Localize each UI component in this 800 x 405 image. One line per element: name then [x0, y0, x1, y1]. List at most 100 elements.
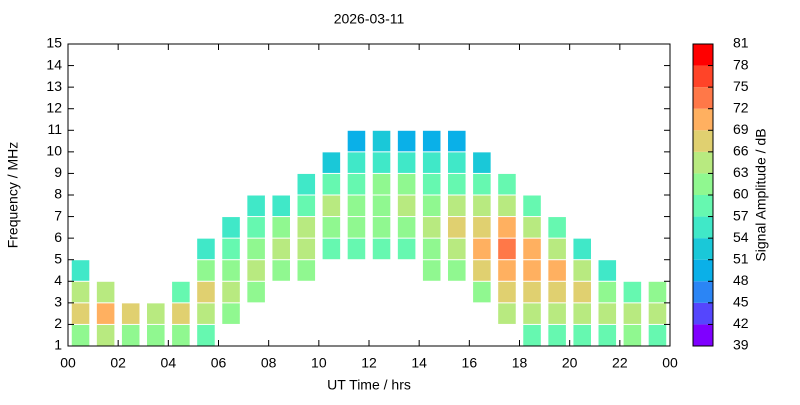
- y-tick-label: 2: [54, 315, 62, 331]
- colorbar-band: [693, 151, 713, 174]
- cell: [222, 217, 240, 238]
- cell: [172, 281, 190, 303]
- colorbar-band: [693, 324, 713, 346]
- colorbar-label: Signal Amplitude / dB: [753, 128, 769, 261]
- x-tick-label: 20: [562, 355, 578, 371]
- cell: [473, 195, 491, 217]
- cell: [172, 324, 190, 346]
- y-tick-label: 10: [46, 143, 62, 159]
- cell: [347, 173, 366, 195]
- cell: [422, 152, 441, 173]
- cell: [573, 281, 591, 303]
- cell: [272, 260, 290, 281]
- x-tick-label: 18: [512, 355, 528, 371]
- cell: [548, 303, 566, 324]
- colorbar-band: [693, 87, 713, 109]
- cell: [448, 195, 466, 217]
- y-tick-label: 5: [54, 250, 62, 266]
- cell: [648, 324, 667, 346]
- cell: [397, 195, 416, 217]
- cell: [422, 260, 441, 281]
- colorbar-tick-label: 45: [733, 294, 749, 310]
- cell: [548, 238, 566, 260]
- y-tick-label: 6: [54, 229, 62, 245]
- x-tick-label: 22: [612, 355, 628, 371]
- x-tick-label: 00: [662, 355, 678, 371]
- chart-title: 2026-03-11: [334, 11, 405, 27]
- cell: [448, 173, 466, 195]
- cell: [197, 324, 215, 346]
- cell: [523, 238, 541, 260]
- cell: [498, 217, 516, 238]
- colorbar-tick-label: 57: [733, 207, 749, 223]
- colorbar-tick-label: 48: [733, 272, 749, 288]
- cell: [222, 260, 240, 281]
- cell: [96, 324, 115, 346]
- cell: [573, 260, 591, 281]
- x-tick-label: 00: [60, 355, 76, 371]
- cell: [598, 260, 617, 281]
- y-tick-label: 12: [46, 99, 62, 115]
- cell: [297, 238, 316, 260]
- cell: [297, 195, 316, 217]
- cell: [397, 152, 416, 173]
- cell: [397, 217, 416, 238]
- cell: [498, 195, 516, 217]
- cell: [473, 238, 491, 260]
- x-tick-label: 10: [311, 355, 327, 371]
- colorbar-tick-label: 75: [733, 78, 749, 94]
- colorbar-tick-label: 54: [733, 229, 749, 245]
- colorbar-band: [693, 195, 713, 217]
- cell: [598, 324, 617, 346]
- cell: [498, 260, 516, 281]
- cell: [397, 173, 416, 195]
- cell: [573, 238, 591, 260]
- cell: [498, 173, 516, 195]
- cell: [372, 130, 391, 152]
- cell: [422, 217, 441, 238]
- y-axis-label: Frequency / MHz: [5, 142, 21, 249]
- cell: [448, 130, 466, 152]
- cell: [347, 238, 366, 260]
- colorbar-tick-label: 60: [733, 186, 749, 202]
- cell: [598, 281, 617, 303]
- cell: [222, 238, 240, 260]
- cell: [147, 324, 165, 346]
- cell: [548, 324, 566, 346]
- cell: [222, 281, 240, 303]
- cell: [247, 217, 265, 238]
- y-tick-label: 14: [46, 56, 62, 72]
- cell: [71, 281, 90, 303]
- colorbar-tick-label: 69: [733, 121, 749, 137]
- colorbar-tick-label: 42: [733, 315, 749, 331]
- cell: [448, 217, 466, 238]
- cell: [71, 260, 90, 281]
- colorbar-band: [693, 173, 713, 195]
- cell: [197, 281, 215, 303]
- cell: [623, 281, 642, 303]
- cell: [498, 238, 516, 260]
- cell: [473, 281, 491, 303]
- cell: [247, 238, 265, 260]
- colorbar-tick-label: 72: [733, 99, 749, 115]
- colorbar-band: [693, 130, 713, 152]
- cell: [548, 260, 566, 281]
- cell: [272, 217, 290, 238]
- cell: [397, 238, 416, 260]
- x-tick-label: 16: [462, 355, 478, 371]
- cell: [523, 260, 541, 281]
- cell: [96, 303, 115, 324]
- cell: [422, 238, 441, 260]
- cell: [347, 217, 366, 238]
- colorbar-tick-label: 63: [733, 164, 749, 180]
- cell: [297, 217, 316, 238]
- cell: [96, 281, 115, 303]
- colorbar-band: [693, 216, 713, 239]
- y-tick-label: 1: [54, 337, 62, 353]
- cell: [322, 173, 341, 195]
- cell: [523, 281, 541, 303]
- cell: [197, 303, 215, 324]
- cell: [473, 217, 491, 238]
- colorbar-tick-label: 51: [733, 250, 749, 266]
